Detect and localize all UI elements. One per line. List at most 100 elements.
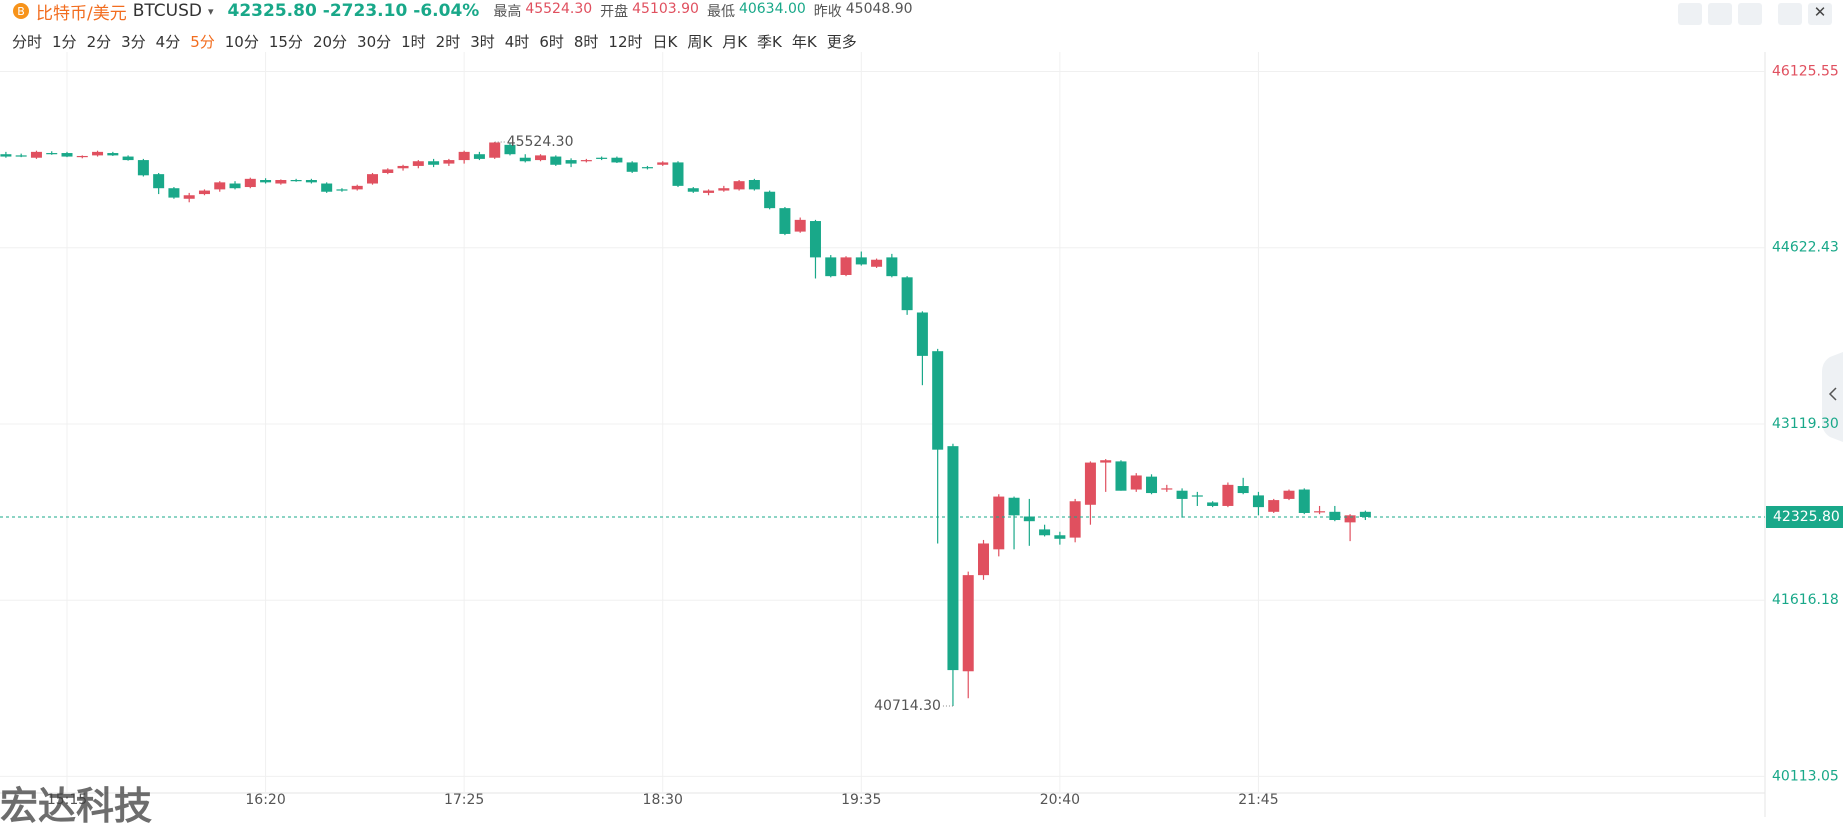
- candle-body: [458, 151, 470, 161]
- candle-body: [916, 312, 928, 356]
- x-tick-label: 16:20: [245, 792, 285, 808]
- interval-button[interactable]: 1时: [401, 32, 426, 51]
- interval-button[interactable]: 10分: [224, 32, 259, 51]
- candle-body: [580, 160, 592, 162]
- candle-body: [840, 257, 852, 275]
- interval-button[interactable]: 2时: [435, 32, 461, 51]
- candle-body: [519, 157, 531, 162]
- candle-body: [137, 160, 149, 176]
- candle-body: [229, 183, 241, 189]
- interval-button[interactable]: 5分: [190, 32, 215, 51]
- stat-label: 开盘: [600, 4, 629, 20]
- candle-body: [443, 160, 455, 164]
- interval-button[interactable]: 3分: [121, 32, 146, 51]
- candle-body: [657, 162, 669, 165]
- interval-button[interactable]: 30分: [357, 32, 392, 51]
- candle-body: [305, 180, 317, 183]
- interval-bar: 分时 1分 2分 3分 4分 5分 10分 15分 20分 30分 1时 2时 3时 4时 6时 8时 12时日…: [12, 30, 857, 52]
- candle-body: [336, 189, 348, 191]
- interval-button[interactable]: 分时: [12, 32, 43, 51]
- candle-body: [1344, 515, 1356, 523]
- tool-button[interactable]: [1778, 3, 1802, 25]
- candle-body: [1314, 511, 1326, 513]
- candle-body: [321, 183, 333, 192]
- interval-button[interactable]: 4分: [155, 32, 181, 51]
- symbol-name[interactable]: 比特币/美元: [36, 3, 127, 24]
- tool-button[interactable]: [1738, 3, 1762, 25]
- candle-body: [0, 154, 12, 157]
- candle-body: [596, 157, 608, 159]
- candle-body: [962, 575, 974, 672]
- stats: 最高 45524.30 开盘 45103.90 最低 40634.00 昨收 45048.90: [489, 1, 912, 21]
- interval-button[interactable]: 20分: [312, 32, 348, 51]
- interval-button[interactable]: 季K: [757, 32, 782, 51]
- candle-body: [1237, 486, 1249, 494]
- candle-body: [1359, 511, 1371, 517]
- interval-button[interactable]: 周K: [687, 32, 713, 51]
- candle-body: [1329, 511, 1341, 521]
- interval-button[interactable]: 年K: [791, 32, 817, 51]
- candle-body: [61, 153, 73, 157]
- candle-body: [92, 151, 104, 156]
- candle-body: [473, 154, 485, 159]
- candle-body: [122, 156, 134, 161]
- candle-body: [1115, 461, 1127, 491]
- candle-body: [550, 156, 562, 165]
- candle-body: [153, 174, 165, 189]
- candle-body: [1191, 495, 1203, 497]
- candle-body: [687, 188, 699, 192]
- interval-button[interactable]: 3时: [470, 32, 495, 51]
- stat-value: 45524.30: [525, 1, 593, 17]
- candle-body: [1207, 502, 1219, 506]
- x-tick-label: 21:45: [1238, 792, 1278, 808]
- header: B 比特币/美元 BTCUSD ▾ 42325.80 -2723.10 -6.0…: [0, 0, 1843, 60]
- candle-body: [244, 178, 256, 188]
- candle-body: [1268, 500, 1280, 512]
- candle-body: [611, 157, 623, 163]
- candle-body: [1023, 516, 1035, 522]
- interval-button[interactable]: 1分: [52, 32, 77, 51]
- interval-button[interactable]: 4时: [504, 32, 530, 51]
- candle-body: [871, 259, 883, 267]
- candle-body: [886, 257, 898, 277]
- tool-button[interactable]: [1678, 3, 1702, 25]
- candle-body: [290, 180, 302, 182]
- dropdown-arrow[interactable]: ▾: [207, 4, 214, 18]
- candle-body: [412, 161, 424, 166]
- stat-label: 最低: [706, 4, 735, 20]
- candle-body: [764, 191, 776, 209]
- candle-body: [15, 155, 27, 157]
- interval-button[interactable]: 12时: [608, 32, 643, 51]
- candle-body: [855, 257, 867, 265]
- candle-body: [672, 162, 684, 186]
- symbol-code[interactable]: BTCUSD: [132, 1, 202, 21]
- candle-body: [993, 496, 1005, 550]
- interval-button[interactable]: 6时: [539, 32, 564, 51]
- interval-button[interactable]: 8时: [573, 32, 599, 51]
- candle-body: [168, 188, 180, 198]
- candle-body: [1283, 490, 1295, 499]
- candle-body: [901, 277, 913, 311]
- candle-body: [978, 543, 989, 576]
- candle-body: [1130, 475, 1142, 490]
- y-tick-label: 46125.55: [1772, 63, 1839, 79]
- y-tick-label: 44622.43: [1772, 240, 1839, 256]
- candle-body: [733, 181, 745, 190]
- interval-button[interactable]: 日K: [652, 32, 678, 51]
- side-tab-arrow[interactable]: [1828, 387, 1837, 401]
- interval-button[interactable]: 2分: [86, 32, 112, 51]
- candle-body: [504, 144, 516, 155]
- candle-body: [1008, 497, 1020, 516]
- interval-button[interactable]: 月K: [722, 32, 748, 51]
- interval-button[interactable]: 更多: [826, 32, 857, 51]
- candle-body: [214, 182, 226, 190]
- candle-body: [351, 185, 363, 190]
- candle-body: [932, 351, 944, 450]
- stat-label: 最高: [493, 4, 522, 20]
- close-button[interactable]: ✕: [1808, 3, 1832, 25]
- high-label: 45524.30: [507, 134, 574, 150]
- change: -2723.10: [322, 1, 408, 21]
- tool-button[interactable]: [1708, 3, 1732, 25]
- y-tick-label: 41616.18: [1772, 592, 1839, 608]
- interval-button[interactable]: 15分: [268, 32, 303, 51]
